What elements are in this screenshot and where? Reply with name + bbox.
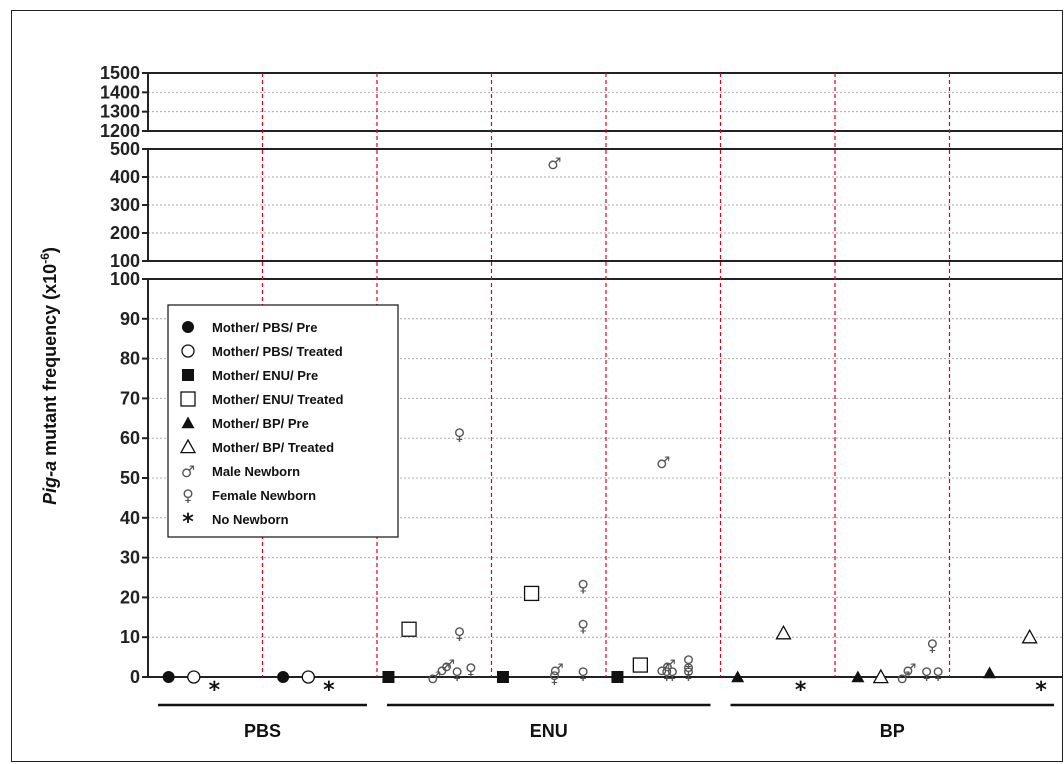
group-label: ENU [530, 721, 568, 741]
female-symbol-marker: ♀ [454, 425, 466, 444]
male-symbol-marker: ♂ [550, 660, 564, 679]
y-axis-label-part: -6 [38, 253, 52, 264]
open-triangle-marker [872, 668, 889, 684]
open-circle-marker [181, 344, 195, 358]
male-symbol-marker: ♂ [662, 656, 676, 675]
legend-label: No Newborn [212, 512, 289, 527]
open-triangle-marker [1021, 628, 1038, 644]
filled-triangle-marker [851, 670, 865, 683]
y-tick-label: 0 [130, 667, 140, 687]
female-symbol-marker: ♀ [921, 664, 933, 683]
female-symbol-marker: ♀ [926, 636, 938, 655]
male-symbol-marker: ♂ [427, 668, 441, 687]
female-symbol-marker: ♀ [549, 668, 561, 687]
female-symbol-marker: ♀ [683, 652, 695, 671]
y-tick-label: 10 [120, 627, 140, 647]
female-symbol-marker: ♀ [683, 660, 695, 679]
legend-label: Male Newborn [212, 464, 300, 479]
y-tick-label: 100 [110, 269, 140, 289]
y-tick-label: 20 [120, 587, 140, 607]
filled-circle-marker [277, 671, 290, 683]
open-square-marker [401, 621, 417, 637]
no-newborn-star-marker: * [182, 510, 194, 535]
legend-label: Mother/ ENU/ Pre [212, 368, 318, 383]
male-symbol-marker: ♂ [897, 668, 911, 687]
legend-label: Mother/ ENU/ Treated [212, 392, 344, 407]
y-tick-label: 60 [120, 428, 140, 448]
no-newborn-star-marker: * [1035, 678, 1047, 703]
no-newborn-star-marker: * [795, 678, 807, 703]
y-tick-label: 300 [110, 195, 140, 215]
legend-label: Female Newborn [212, 488, 316, 503]
female-symbol-marker: ♀ [661, 664, 673, 683]
filled-square-marker [382, 671, 395, 683]
open-triangle-marker [775, 624, 792, 640]
y-tick-label: 1400 [100, 82, 140, 102]
filled-square-marker [611, 671, 624, 683]
y-axis-label-part: mutant frequency (x10 [40, 264, 60, 461]
male-symbol-marker: ♂ [436, 660, 450, 679]
y-tick-label: 1500 [100, 63, 140, 83]
open-square-marker [180, 391, 196, 407]
no-newborn-star-marker: * [209, 678, 221, 703]
y-tick-label: 100 [110, 251, 140, 271]
y-tick-label: 70 [120, 388, 140, 408]
female-symbol-marker: ♀ [465, 660, 477, 679]
y-tick-label: 500 [110, 139, 140, 159]
open-square-marker [523, 585, 540, 602]
y-tick-label: 80 [120, 349, 140, 369]
filled-triangle-marker [731, 670, 745, 683]
y-tick-label: 200 [110, 223, 140, 243]
y-tick-label: 30 [120, 548, 140, 568]
female-symbol-marker: ♀ [577, 664, 589, 683]
male-symbol-marker: ♂ [656, 660, 670, 679]
open-circle-marker [301, 670, 315, 684]
female-symbol-marker: ♀ [683, 664, 695, 683]
open-square-marker [632, 657, 648, 673]
y-axis-label-part: Pig-a [40, 461, 60, 505]
y-tick-label: 1200 [100, 121, 140, 141]
filled-circle-marker [162, 671, 175, 683]
y-axis-label: Pig-a mutant frequency (x10-6) [38, 247, 60, 505]
male-symbol-marker: ♂ [547, 154, 561, 173]
filled-square-marker [182, 369, 194, 381]
male-symbol-marker: ♂ [181, 462, 195, 481]
filled-triangle-marker [983, 666, 997, 679]
legend-label: Mother/ PBS/ Pre [212, 320, 317, 335]
filled-square-marker [496, 671, 509, 683]
figure-frame: 0 10 20 30 40 50 60 70 80 90 100 100 200 300 400 500 120… [11, 10, 1063, 762]
open-triangle-marker [179, 438, 197, 454]
female-symbol-marker: ♀ [454, 624, 466, 643]
y-tick-label: 90 [120, 309, 140, 329]
female-symbol-marker: ♀ [932, 664, 944, 683]
y-tick-label: 1300 [100, 102, 140, 122]
group-label: PBS [244, 721, 281, 741]
y-tick-label: 400 [110, 167, 140, 187]
y-tick-label: 40 [120, 508, 140, 528]
female-symbol-marker: ♀ [577, 616, 589, 635]
filled-triangle-marker [181, 416, 195, 429]
legend-label: Mother/ PBS/ Treated [212, 344, 343, 359]
y-axis-label-part: ) [40, 247, 60, 253]
legend-label: Mother/ BP/ Treated [212, 440, 334, 455]
male-symbol-marker: ♂ [902, 660, 916, 679]
legend-label: Mother/ BP/ Pre [212, 416, 309, 431]
female-symbol-marker: ♀ [451, 664, 463, 683]
male-symbol-marker: ♂ [656, 453, 670, 472]
female-symbol-marker: ♀ [577, 576, 589, 595]
female-symbol-marker: ♀ [182, 486, 194, 505]
open-circle-marker [187, 670, 201, 684]
legend-box [167, 304, 399, 538]
group-label: BP [880, 721, 905, 741]
no-newborn-star-marker: * [323, 678, 335, 703]
filled-circle-marker [182, 321, 194, 333]
male-symbol-marker: ♂ [441, 656, 455, 675]
y-tick-label: 50 [120, 468, 140, 488]
female-symbol-marker: ♀ [667, 664, 679, 683]
